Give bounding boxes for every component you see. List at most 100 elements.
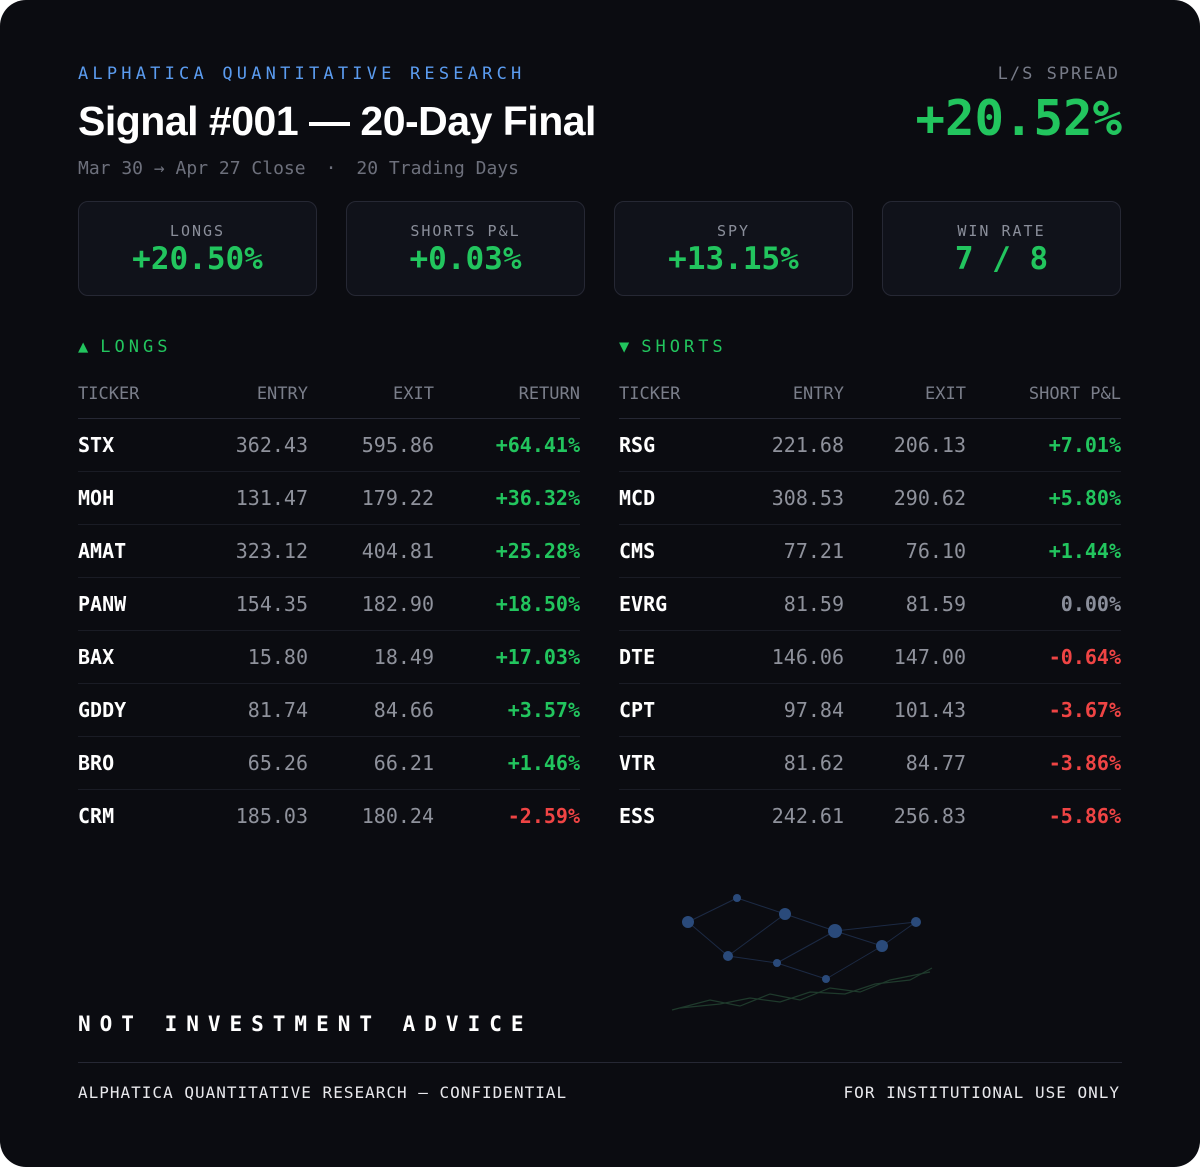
return-cell: +36.32% [495, 486, 580, 510]
exit-price-cell: 179.22 [361, 486, 434, 510]
entry-price-cell: 146.06 [771, 645, 844, 669]
stat-value: +0.03% [409, 241, 522, 277]
ticker-cell: BRO [78, 751, 115, 775]
return-cell: -3.67% [1048, 698, 1121, 722]
stat-card-longs: LONGS +20.50% [78, 201, 317, 296]
longs-heading: ▲ LONGS [78, 337, 171, 357]
ticker-cell: MCD [619, 486, 656, 510]
return-cell: 0.00% [1060, 592, 1121, 616]
entry-price-cell: 15.80 [247, 645, 308, 669]
exit-price-cell: 595.86 [361, 433, 434, 457]
ticker-cell: MOH [78, 486, 115, 510]
ticker-cell: GDDY [78, 698, 127, 722]
ticker-cell: RSG [619, 433, 656, 457]
table-row: VTR 81.62 84.77 -3.86% [619, 737, 1121, 790]
exit-price-cell: 66.21 [373, 751, 434, 775]
entry-price-cell: 242.61 [771, 804, 844, 828]
longs-title: LONGS [100, 337, 172, 357]
exit-price-cell: 206.13 [893, 433, 966, 457]
entry-price-cell: 65.26 [247, 751, 308, 775]
shorts-heading: ▼ SHORTS [619, 337, 727, 357]
column-header: TICKER [619, 384, 681, 404]
stat-label: SPY [716, 222, 751, 240]
entry-price-cell: 81.59 [783, 592, 844, 616]
exit-price-cell: 18.49 [373, 645, 434, 669]
entry-price-cell: 131.47 [235, 486, 308, 510]
stat-card-spy: SPY +13.15% [614, 201, 853, 296]
stat-label: WIN RATE [957, 222, 1046, 240]
return-cell: -0.64% [1048, 645, 1121, 669]
longs-table: TICKER ENTRY EXIT RETURN STX 362.43 595.86 +64.… [78, 380, 580, 842]
footer-institutional: FOR INSTITUTIONAL USE ONLY [843, 1083, 1120, 1102]
entry-price-cell: 185.03 [235, 804, 308, 828]
stat-card-shorts: SHORTS P&L +0.03% [346, 201, 585, 296]
column-header: TICKER [78, 384, 140, 404]
shorts-title: SHORTS [641, 337, 727, 357]
ticker-cell: CMS [619, 539, 656, 563]
stat-value: 7 / 8 [954, 241, 1049, 277]
ticker-cell: VTR [619, 751, 656, 775]
table-row: BAX 15.80 18.49 +17.03% [78, 631, 580, 684]
table-row: AMAT 323.12 404.81 +25.28% [78, 525, 580, 578]
table-row: CPT 97.84 101.43 -3.67% [619, 684, 1121, 737]
table-row: EVRG 81.59 81.59 0.00% [619, 578, 1121, 631]
return-cell: +64.41% [495, 433, 580, 457]
subtitle: Mar 30 → Apr 27 Close · 20 Trading Days [78, 158, 519, 179]
exit-price-cell: 180.24 [361, 804, 434, 828]
return-cell: +3.57% [507, 698, 580, 722]
spread-label: L/S SPREAD [997, 64, 1120, 84]
ticker-cell: STX [78, 433, 115, 457]
column-header: EXIT [925, 384, 966, 404]
exit-price-cell: 404.81 [361, 539, 434, 563]
ticker-cell: DTE [619, 645, 656, 669]
return-cell: -5.86% [1048, 804, 1121, 828]
entry-price-cell: 97.84 [783, 698, 844, 722]
entry-price-cell: 221.68 [771, 433, 844, 457]
table-row: BRO 65.26 66.21 +1.46% [78, 737, 580, 790]
entry-price-cell: 323.12 [235, 539, 308, 563]
brand-name: ALPHATICA QUANTITATIVE RESEARCH [78, 64, 526, 84]
exit-price-cell: 81.59 [905, 592, 966, 616]
footer-confidential: ALPHATICA QUANTITATIVE RESEARCH — CONFID… [78, 1083, 568, 1102]
column-header: ENTRY [792, 384, 844, 404]
table-row: PANW 154.35 182.90 +18.50% [78, 578, 580, 631]
table-row: MOH 131.47 179.22 +36.32% [78, 472, 580, 525]
ticker-cell: ESS [619, 804, 656, 828]
ticker-cell: PANW [78, 592, 127, 616]
exit-price-cell: 84.77 [905, 751, 966, 775]
return-cell: -2.59% [507, 804, 580, 828]
ticker-cell: BAX [78, 645, 115, 669]
table-row: DTE 146.06 147.00 -0.64% [619, 631, 1121, 684]
table-row: RSG 221.68 206.13 +7.01% [619, 419, 1121, 472]
footer-divider [78, 1062, 1122, 1063]
return-cell: +1.44% [1048, 539, 1121, 563]
stat-label: LONGS [169, 222, 226, 240]
shorts-table: TICKER ENTRY EXIT SHORT P&L RSG 221.68 206.13 +… [619, 380, 1121, 842]
stat-label: SHORTS P&L [410, 222, 521, 240]
table-row: MCD 308.53 290.62 +5.80% [619, 472, 1121, 525]
stat-card-win-rate: WIN RATE 7 / 8 [882, 201, 1121, 296]
table-header: TICKER ENTRY EXIT SHORT P&L [619, 380, 1121, 419]
column-header: EXIT [393, 384, 434, 404]
ticker-cell: CRM [78, 804, 115, 828]
exit-price-cell: 290.62 [893, 486, 966, 510]
entry-price-cell: 77.21 [783, 539, 844, 563]
entry-price-cell: 308.53 [771, 486, 844, 510]
table-header: TICKER ENTRY EXIT RETURN [78, 380, 580, 419]
table-row: CMS 77.21 76.10 +1.44% [619, 525, 1121, 578]
column-header: RETURN [518, 384, 580, 404]
column-header: SHORT P&L [1028, 384, 1121, 404]
disclaimer: NOT INVESTMENT ADVICE [78, 1012, 533, 1036]
table-row: STX 362.43 595.86 +64.41% [78, 419, 580, 472]
return-cell: +17.03% [495, 645, 580, 669]
return-cell: +18.50% [495, 592, 580, 616]
entry-price-cell: 81.74 [247, 698, 308, 722]
ticker-cell: AMAT [78, 539, 127, 563]
ticker-cell: EVRG [619, 592, 668, 616]
separator: · [325, 158, 337, 179]
stat-value: +13.15% [668, 241, 799, 277]
ticker-cell: CPT [619, 698, 656, 722]
trading-days: 20 Trading Days [356, 158, 519, 179]
exit-price-cell: 76.10 [905, 539, 966, 563]
